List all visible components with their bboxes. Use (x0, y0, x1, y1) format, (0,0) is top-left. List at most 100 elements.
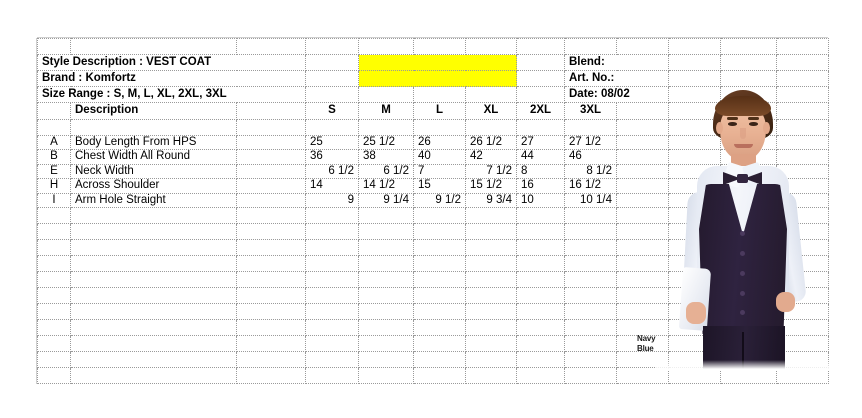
cell[interactable] (616, 102, 669, 120)
cell[interactable] (668, 149, 721, 165)
cell[interactable] (37, 119, 71, 136)
cell[interactable] (70, 303, 237, 320)
row-code[interactable]: I (37, 193, 71, 209)
row-description[interactable]: Arm Hole Straight (70, 193, 237, 209)
cell[interactable] (236, 303, 306, 320)
cell[interactable] (70, 119, 237, 136)
cell[interactable] (465, 319, 517, 336)
cell[interactable] (413, 239, 466, 256)
cell[interactable] (37, 223, 71, 240)
cell[interactable] (236, 149, 306, 165)
cell[interactable] (305, 239, 359, 256)
cell[interactable] (70, 271, 237, 288)
cell[interactable] (70, 319, 237, 336)
cell[interactable] (616, 149, 669, 165)
table-row[interactable]: E Neck Width 6 1/2 6 1/2 7 7 1/2 8 8 1/2 (37, 164, 829, 180)
cell[interactable] (720, 367, 777, 384)
cell[interactable] (70, 367, 237, 384)
cell[interactable] (776, 319, 829, 336)
blend-label[interactable]: Blend: (564, 54, 669, 71)
cell[interactable] (358, 255, 414, 272)
cell-xl[interactable]: 42 (465, 149, 517, 165)
header-size-l[interactable]: L (413, 102, 466, 120)
cell-xl[interactable]: 15 1/2 (465, 178, 517, 194)
cell-s[interactable]: 36 (305, 149, 359, 165)
cell[interactable] (776, 135, 829, 151)
cell[interactable] (236, 335, 306, 352)
cell[interactable] (413, 255, 466, 272)
cell[interactable] (37, 351, 71, 368)
cell[interactable] (564, 367, 617, 384)
cell[interactable] (668, 70, 721, 87)
cell-m[interactable]: 14 1/2 (358, 178, 414, 194)
row-code[interactable]: H (37, 178, 71, 194)
cell[interactable] (465, 255, 517, 272)
cell[interactable] (413, 207, 466, 224)
cell[interactable] (70, 335, 237, 352)
cell-2xl[interactable]: 27 (516, 135, 565, 151)
cell[interactable] (358, 319, 414, 336)
cell[interactable] (465, 335, 517, 352)
cell[interactable] (616, 335, 669, 352)
cell[interactable] (236, 164, 306, 180)
cell[interactable] (564, 239, 617, 256)
cell[interactable] (465, 367, 517, 384)
cell[interactable] (305, 303, 359, 320)
row-description[interactable]: Chest Width All Round (70, 149, 237, 165)
cell[interactable] (776, 54, 829, 71)
cell[interactable] (358, 119, 414, 136)
cell[interactable] (37, 271, 71, 288)
cell[interactable] (616, 271, 669, 288)
cell[interactable] (516, 255, 565, 272)
cell[interactable] (564, 223, 617, 240)
cell[interactable] (465, 287, 517, 304)
cell[interactable] (305, 255, 359, 272)
row-column-headers[interactable]: Description S M L XL 2XL 3XL (37, 102, 829, 120)
cell-s[interactable]: 14 (305, 178, 359, 194)
cell[interactable] (305, 223, 359, 240)
cell[interactable] (236, 271, 306, 288)
cell-3xl[interactable]: 46 (564, 149, 617, 165)
cell[interactable] (616, 255, 669, 272)
row-style-description[interactable]: Style Description : VEST COAT Blend: (37, 54, 829, 71)
cell[interactable] (413, 319, 466, 336)
cell[interactable] (37, 255, 71, 272)
cell[interactable] (616, 367, 669, 384)
cell[interactable] (236, 207, 306, 224)
cell[interactable] (564, 303, 617, 320)
cell[interactable] (37, 207, 71, 224)
cell[interactable] (720, 70, 777, 87)
cell[interactable] (305, 38, 359, 55)
row-description[interactable]: Body Length From HPS (70, 135, 237, 151)
size-range-label[interactable]: Size Range : S, M, L, XL, 2XL, 3XL (37, 86, 306, 103)
row-code[interactable]: B (37, 149, 71, 165)
cell-3xl[interactable]: 16 1/2 (564, 178, 617, 194)
cell-m[interactable]: 9 1/4 (358, 193, 414, 209)
cell[interactable] (668, 367, 721, 384)
cell[interactable] (305, 54, 359, 71)
header-blank[interactable] (236, 102, 306, 120)
cell[interactable] (236, 255, 306, 272)
row-brand[interactable]: Brand : Komfortz Art. No.: (37, 70, 829, 87)
cell[interactable] (305, 86, 359, 103)
cell[interactable] (70, 239, 237, 256)
cell[interactable] (305, 351, 359, 368)
cell[interactable] (305, 207, 359, 224)
cell[interactable] (37, 319, 71, 336)
cell[interactable] (465, 271, 517, 288)
cell[interactable] (70, 223, 237, 240)
cell-m[interactable]: 6 1/2 (358, 164, 414, 180)
cell-2xl[interactable]: 16 (516, 178, 565, 194)
cell[interactable] (516, 70, 565, 87)
cell[interactable] (465, 351, 517, 368)
cell[interactable] (564, 38, 617, 55)
cell[interactable] (564, 335, 617, 352)
cell-l[interactable]: 15 (413, 178, 466, 194)
cell[interactable] (236, 239, 306, 256)
cell-3xl[interactable]: 27 1/2 (564, 135, 617, 151)
cell[interactable] (616, 303, 669, 320)
cell[interactable] (236, 193, 306, 209)
cell[interactable] (516, 303, 565, 320)
header-size-xl[interactable]: XL (465, 102, 517, 120)
cell[interactable] (413, 335, 466, 352)
